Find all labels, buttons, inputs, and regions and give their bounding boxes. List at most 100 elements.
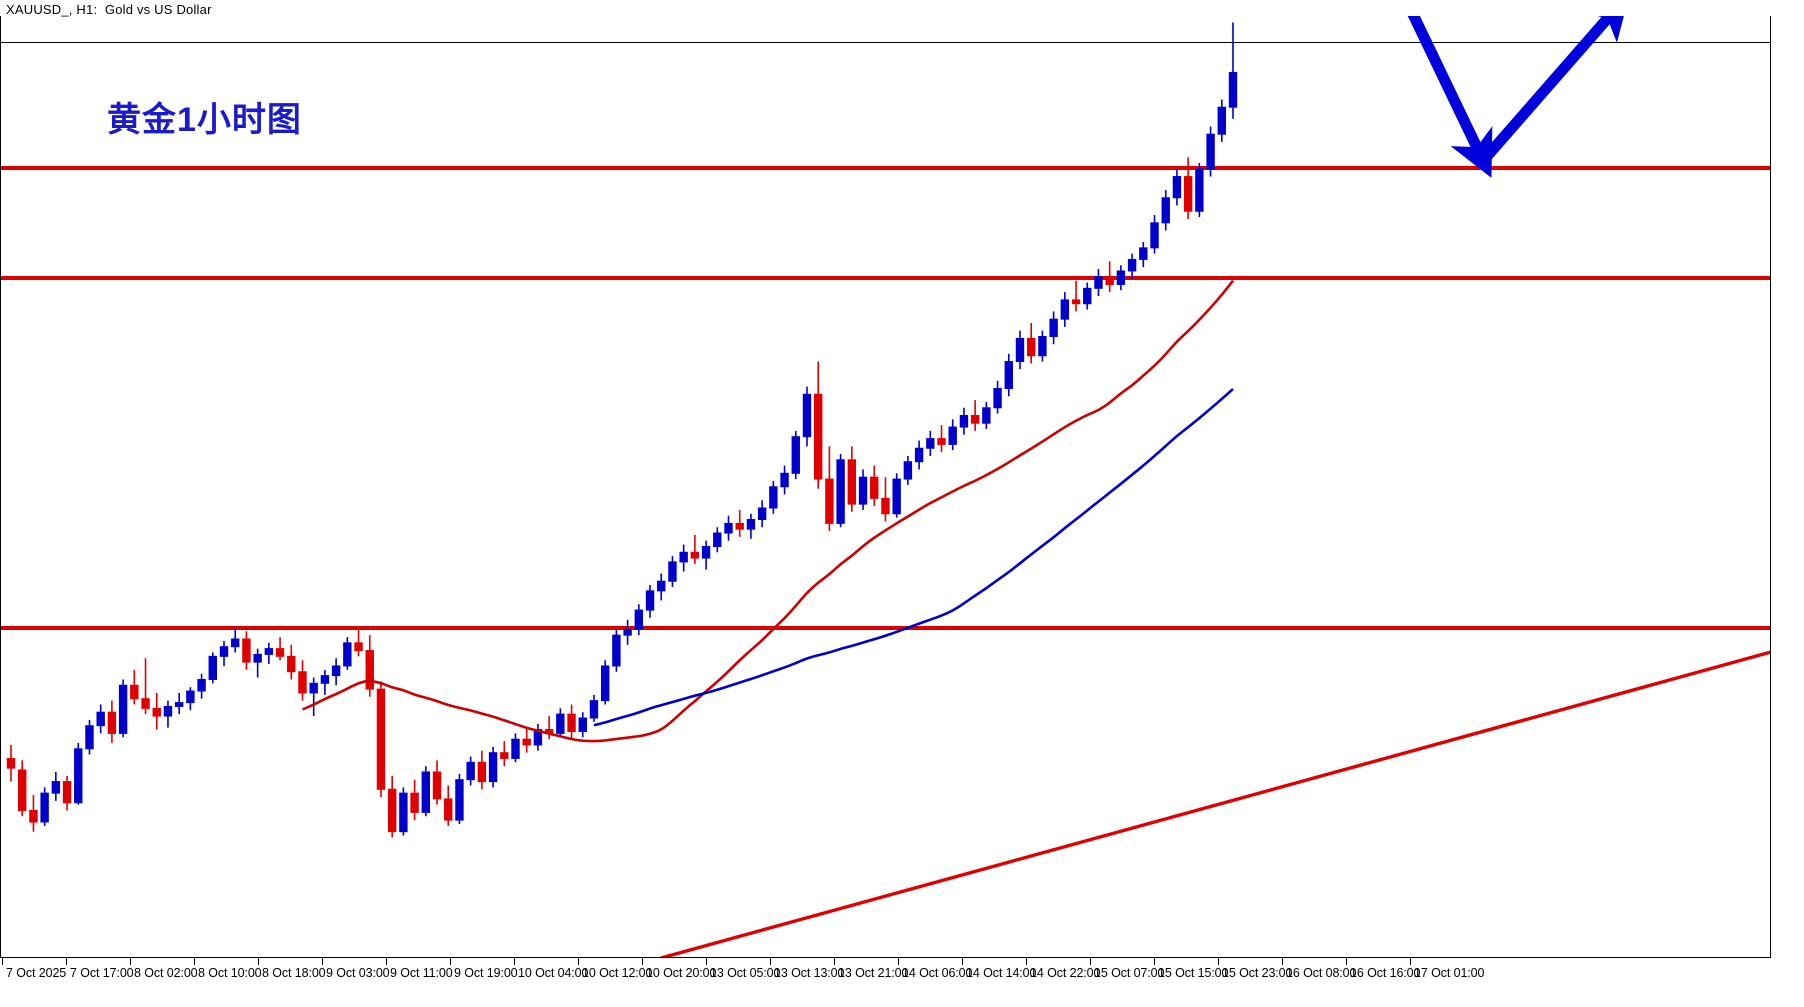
candlestick-bar xyxy=(488,746,498,788)
candlestick-bar xyxy=(354,629,363,657)
candlestick-bar xyxy=(152,692,161,730)
candlestick-bar xyxy=(29,795,38,832)
candlestick-bar xyxy=(1150,215,1159,254)
candlestick-bar xyxy=(376,681,386,797)
candlestick-bar xyxy=(701,540,711,570)
current-price-line[interactable] xyxy=(1,42,1770,43)
time-tick-label: 13 Oct 13:00 xyxy=(774,966,845,980)
candlestick-bar xyxy=(174,692,184,715)
candlestick-bar xyxy=(107,700,117,744)
candlestick-bar xyxy=(6,744,16,782)
candlestick-bar xyxy=(892,473,901,518)
candlestick-bar xyxy=(1228,22,1238,119)
time-tick-mark xyxy=(1026,958,1027,965)
time-tick-label: 8 Oct 10:00 xyxy=(198,966,262,980)
candlestick-bar xyxy=(1116,265,1126,291)
candlestick-bar xyxy=(937,425,946,453)
candlestick-bar xyxy=(141,658,150,715)
candlestick-bar xyxy=(791,430,800,480)
candlestick-bar xyxy=(343,637,352,670)
candlestick-bar xyxy=(208,652,217,684)
candlestick-bar xyxy=(914,440,924,470)
resistance-line-4241[interactable] xyxy=(1,276,1770,280)
candlestick-bar xyxy=(219,640,229,666)
candlestick-bar xyxy=(62,775,72,811)
price-axis[interactable] xyxy=(1770,16,1804,958)
candlestick-bar xyxy=(645,585,655,618)
candlestick-bar xyxy=(1049,311,1058,345)
candlestick-bar xyxy=(1206,126,1215,177)
candlestick-bar xyxy=(668,556,677,587)
candlestick-bar xyxy=(118,679,128,738)
candlestick-bar xyxy=(982,402,991,429)
support-line-4058[interactable] xyxy=(1,626,1770,630)
candlestick-bar xyxy=(163,700,173,728)
candlestick-bar xyxy=(253,648,262,678)
candlestick-bar xyxy=(1161,190,1170,231)
candlestick-bar xyxy=(511,733,520,763)
time-tick-mark xyxy=(898,958,899,965)
price-axis-labels: 4374.304359.754345.204330.654316.104301.… xyxy=(1770,0,1804,1007)
chart-plot-area[interactable]: 黄金1小时图 xyxy=(0,16,1770,958)
ma-fast-line xyxy=(301,279,1235,743)
candlestick-bar xyxy=(1217,99,1226,142)
candlestick-bar xyxy=(287,644,296,680)
candlestick-bar xyxy=(657,573,666,601)
indicator-layer xyxy=(301,279,1770,957)
forecast-up-arrow xyxy=(1477,16,1630,166)
time-tick-mark xyxy=(2,958,3,965)
time-tick-label: 9 Oct 11:00 xyxy=(390,966,453,980)
time-tick-label: 10 Oct 04:00 xyxy=(518,966,589,980)
time-tick-label: 10 Oct 20:00 xyxy=(646,966,717,980)
time-axis[interactable]: 7 Oct 2025 7 Oct 17:00 8 Oct 02:00 8 Oct 10… xyxy=(0,958,1770,1007)
time-tick-mark xyxy=(130,958,131,965)
candlestick-bar xyxy=(444,785,453,826)
candlestick-bar xyxy=(679,544,688,572)
candlestick-bar xyxy=(881,477,890,522)
time-tick-label: 13 Oct 21:00 xyxy=(838,966,909,980)
time-tick-mark xyxy=(1346,958,1347,965)
candlestick-bar xyxy=(1172,168,1182,206)
resistance-line-4299[interactable] xyxy=(1,166,1770,170)
candlestick-bar xyxy=(421,766,431,817)
candlestick-bar xyxy=(186,687,195,711)
candlestick-series xyxy=(6,22,1238,838)
candlestick-bar xyxy=(85,719,94,755)
time-tick-mark xyxy=(642,958,643,965)
candlestick-bar xyxy=(825,446,834,532)
candlestick-bar xyxy=(522,727,531,753)
candlestick-bar xyxy=(1015,330,1025,370)
time-tick-mark xyxy=(514,958,515,965)
candlestick-bar xyxy=(757,500,767,528)
candlestick-bar xyxy=(903,455,913,485)
candlestick-bar xyxy=(735,509,744,537)
time-tick-label: 14 Oct 06:00 xyxy=(902,966,973,980)
candlestick-bar xyxy=(813,361,823,489)
candlestick-bar xyxy=(1004,353,1013,397)
candlestick-bar xyxy=(331,658,341,686)
ma-slow-line xyxy=(593,388,1234,727)
time-tick-label: 9 Oct 19:00 xyxy=(454,966,518,980)
time-tick-mark xyxy=(834,958,835,965)
time-tick-label: 15 Oct 07:00 xyxy=(1094,966,1165,980)
candlestick-bar xyxy=(567,704,576,740)
candlestick-bar xyxy=(1139,242,1148,268)
chart-title: XAUUSD_, H1: Gold vs US Dollar xyxy=(6,2,212,17)
candlestick-bar xyxy=(74,743,83,805)
time-tick-mark xyxy=(386,958,387,965)
time-tick-mark xyxy=(1410,958,1411,965)
candlestick-bar xyxy=(724,515,733,541)
candlestick-bar xyxy=(1094,269,1103,297)
candlestick-bar xyxy=(455,773,464,824)
candlestick-bar xyxy=(802,386,812,447)
candlestick-bar xyxy=(96,704,105,734)
candlestick-bar xyxy=(556,708,565,738)
candlestick-bar xyxy=(298,660,307,701)
time-tick-mark xyxy=(962,958,963,965)
candlestick-bar xyxy=(1183,157,1193,219)
candlestick-bar xyxy=(1027,323,1036,364)
candlestick-bar xyxy=(309,677,318,717)
candlestick-bar xyxy=(275,637,285,661)
time-tick-mark xyxy=(706,958,707,965)
